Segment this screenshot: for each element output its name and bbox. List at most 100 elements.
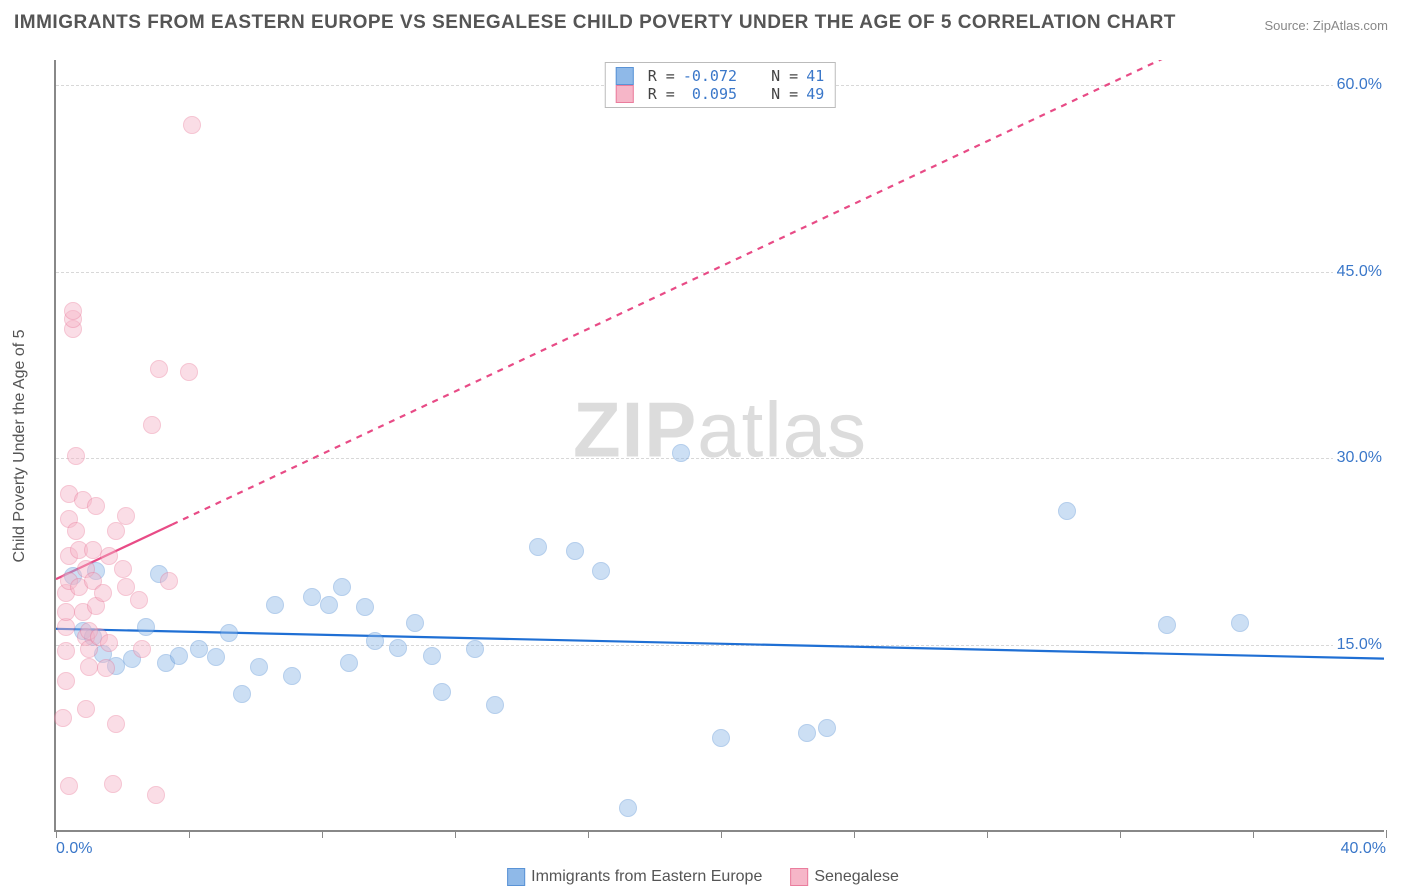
data-point [114,560,132,578]
data-point [57,603,75,621]
source-prefix: Source: [1264,18,1312,33]
data-point [54,709,72,727]
watermark-light: atlas [697,385,867,473]
data-point [190,640,208,658]
x-tick [721,830,722,838]
y-tick-label: 30.0% [1333,449,1386,467]
source-link[interactable]: ZipAtlas.com [1313,18,1388,33]
x-tick [588,830,589,838]
y-tick-label: 60.0% [1333,76,1386,94]
legend-swatch-1 [616,67,634,85]
data-point [389,639,407,657]
data-point [77,700,95,718]
data-point [147,786,165,804]
trend-lines [56,60,1384,830]
data-point [566,542,584,560]
source-attribution: Source: ZipAtlas.com [1264,18,1388,33]
data-point [150,360,168,378]
r-label-1: R = [648,67,675,85]
data-point [423,647,441,665]
correlation-legend: R = -0.072 N = 41 R = 0.095 N = 49 [605,62,836,108]
x-axis-min-label: 0.0% [56,840,92,858]
data-point [1158,616,1176,634]
r-label-2: R = [648,85,675,103]
data-point [107,522,125,540]
n-value-1: 41 [806,67,824,85]
data-point [1058,502,1076,520]
data-point [133,640,151,658]
data-point [266,596,284,614]
legend-item-1: Immigrants from Eastern Europe [507,868,762,886]
plot-area: ZIPatlas 15.0%30.0%45.0%60.0% 0.0% 40.0%… [54,60,1384,832]
data-point [57,642,75,660]
data-point [592,562,610,580]
data-point [137,618,155,636]
legend-label-2: Senegalese [814,868,899,885]
data-point [283,667,301,685]
data-point [340,654,358,672]
trend-line [172,60,1384,524]
gridline [56,458,1384,459]
data-point [798,724,816,742]
data-point [1231,614,1249,632]
x-tick [987,830,988,838]
data-point [433,683,451,701]
data-point [672,444,690,462]
data-point [529,538,547,556]
data-point [712,729,730,747]
data-point [333,578,351,596]
data-point [180,363,198,381]
data-point [100,547,118,565]
data-point [466,640,484,658]
data-point [183,116,201,134]
data-point [170,647,188,665]
data-point [250,658,268,676]
data-point [143,416,161,434]
data-point [130,591,148,609]
legend-row-series-1: R = -0.072 N = 41 [616,67,825,85]
series-legend: Immigrants from Eastern Europe Senegales… [507,868,899,886]
r-value-2: 0.095 [683,85,737,103]
n-label-1: N = [771,67,798,85]
x-tick [56,830,57,838]
data-point [366,632,384,650]
data-point [320,596,338,614]
data-point [207,648,225,666]
legend-swatch-2 [616,85,634,103]
legend-row-series-2: R = 0.095 N = 49 [616,85,825,103]
n-label-2: N = [771,85,798,103]
x-tick [455,830,456,838]
data-point [160,572,178,590]
chart-title: IMMIGRANTS FROM EASTERN EUROPE VS SENEGA… [14,12,1176,34]
x-axis-max-label: 40.0% [1341,840,1386,858]
data-point [67,447,85,465]
y-axis-label: Child Poverty Under the Age of 5 [11,329,29,562]
r-value-1: -0.072 [683,67,737,85]
data-point [233,685,251,703]
trend-line [56,629,1384,659]
data-point [356,598,374,616]
x-tick [1386,830,1387,838]
data-point [87,497,105,515]
x-tick [322,830,323,838]
data-point [97,659,115,677]
data-point [104,775,122,793]
data-point [220,624,238,642]
data-point [100,634,118,652]
x-tick [1253,830,1254,838]
data-point [64,302,82,320]
data-point [818,719,836,737]
data-point [94,584,112,602]
data-point [107,715,125,733]
x-tick [189,830,190,838]
data-point [60,777,78,795]
data-point [80,658,98,676]
legend-swatch-bottom-2 [790,868,808,886]
x-tick [854,830,855,838]
data-point [117,507,135,525]
data-point [57,672,75,690]
legend-label-1: Immigrants from Eastern Europe [531,868,762,885]
legend-swatch-bottom-1 [507,868,525,886]
watermark: ZIPatlas [573,384,867,475]
gridline [56,645,1384,646]
